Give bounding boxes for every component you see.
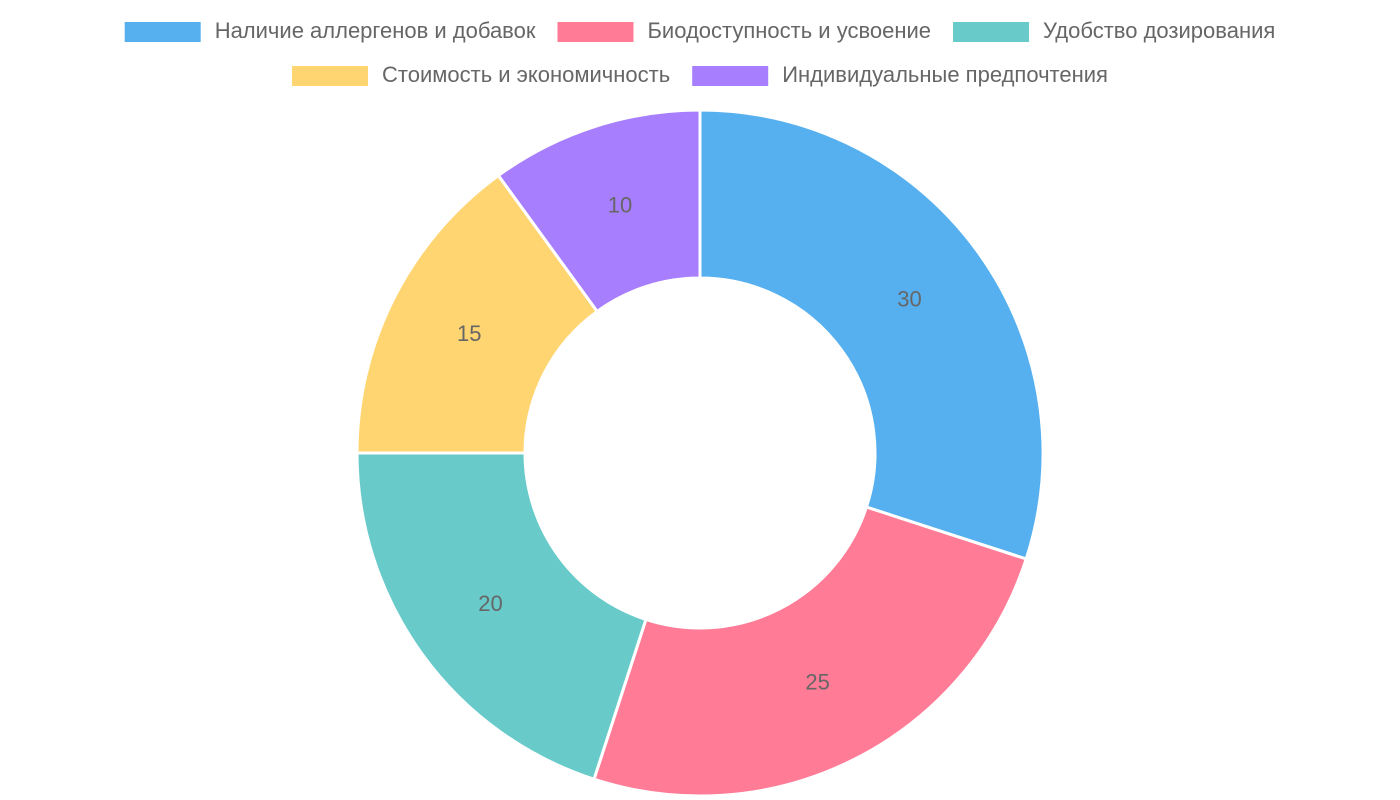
legend-item: Биодоступность и усвоение — [557, 18, 931, 43]
data-label: 30 — [897, 287, 921, 312]
legend-item: Наличие аллергенов и добавок — [124, 18, 536, 43]
slice — [355, 451, 648, 782]
data-label: 25 — [805, 670, 829, 695]
legend-swatch — [953, 22, 1030, 42]
legend-label: Индивидуальные предпочтения — [782, 62, 1108, 87]
legend-item: Стоимость и экономичность — [292, 62, 670, 87]
slice — [592, 505, 1029, 798]
slice — [496, 108, 702, 314]
slice — [698, 108, 1045, 561]
legend-item: Удобство дозирования — [953, 18, 1275, 43]
data-label: 15 — [457, 321, 481, 346]
legend-swatch — [292, 66, 369, 86]
legend-label: Биодоступность и усвоение — [647, 18, 931, 43]
legend-label: Удобство дозирования — [1043, 18, 1275, 43]
legend-swatch — [692, 66, 769, 86]
legend-swatch — [124, 22, 201, 42]
data-label: 10 — [608, 192, 632, 217]
slice — [355, 173, 600, 455]
legend-label: Стоимость и экономичность — [382, 62, 670, 87]
data-label: 20 — [478, 591, 502, 616]
legend-item: Индивидуальные предпочтения — [692, 62, 1108, 87]
legend-swatch — [557, 22, 634, 42]
legend-label: Наличие аллергенов и добавок — [215, 18, 536, 43]
